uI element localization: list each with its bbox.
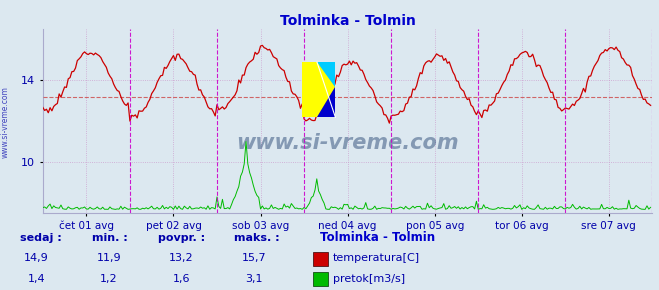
Bar (313, 272, 328, 286)
Text: 15,7: 15,7 (241, 253, 266, 263)
Bar (313, 252, 328, 266)
Text: povpr. :: povpr. : (158, 233, 206, 243)
Text: 11,9: 11,9 (96, 253, 121, 263)
Text: 13,2: 13,2 (169, 253, 194, 263)
Text: 1,2: 1,2 (100, 273, 117, 284)
Polygon shape (317, 62, 335, 87)
Text: 14,9: 14,9 (24, 253, 49, 263)
Text: temperatura[C]: temperatura[C] (333, 253, 420, 263)
Text: 1,6: 1,6 (173, 273, 190, 284)
Bar (302, 62, 335, 117)
Text: 3,1: 3,1 (245, 273, 262, 284)
Text: Tolminka - Tolmin: Tolminka - Tolmin (320, 231, 435, 244)
Text: maks. :: maks. : (234, 233, 279, 243)
Text: www.si-vreme.com: www.si-vreme.com (1, 86, 10, 158)
Text: 1,4: 1,4 (28, 273, 45, 284)
Text: min. :: min. : (92, 233, 128, 243)
Text: www.si-vreme.com: www.si-vreme.com (237, 133, 459, 153)
Text: pretok[m3/s]: pretok[m3/s] (333, 273, 405, 284)
Text: sedaj :: sedaj : (20, 233, 61, 243)
Title: Tolminka - Tolmin: Tolminka - Tolmin (279, 14, 416, 28)
Polygon shape (317, 87, 335, 117)
